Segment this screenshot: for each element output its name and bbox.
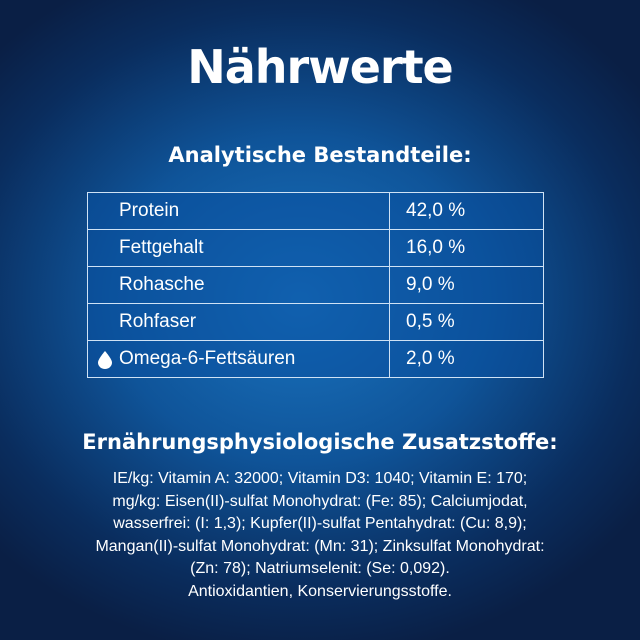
page-title: Nährwerte	[187, 40, 454, 94]
nutrient-name: Protein	[87, 192, 390, 230]
nutrient-value: 9,0 %	[389, 266, 544, 304]
nutrient-value: 2,0 %	[389, 340, 544, 378]
additives-line: IE/kg: Vitamin A: 32000; Vitamin D3: 104…	[112, 470, 528, 487]
water-drop-icon	[98, 351, 112, 369]
nutrient-value: 16,0 %	[389, 229, 544, 267]
analytic-heading: Analytische Bestandteile:	[168, 143, 472, 167]
table-row: Protein 42,0 %	[87, 192, 544, 230]
nutrient-table: Protein 42,0 % Fettgehalt 16,0 % Rohasche 9…	[87, 192, 544, 378]
nutrient-value: 0,5 %	[389, 303, 544, 341]
table-row: Fettgehalt 16,0 %	[87, 229, 544, 267]
nutrient-name: Fettgehalt	[87, 229, 390, 267]
additives-line: Mangan(II)-sulfat Monohydrat: (Mn: 31); …	[95, 537, 545, 555]
nutrient-name: Rohasche	[87, 266, 390, 304]
additives-heading: Ernährungsphysiologische Zusatzstoffe:	[82, 430, 558, 454]
table-row: Rohfaser 0,5 %	[87, 303, 544, 341]
nutrient-value: 42,0 %	[389, 192, 544, 230]
table-row: Omega-6-Fettsäuren 2,0 %	[87, 340, 544, 378]
nutrient-cell: Omega-6-Fettsäuren	[87, 340, 390, 378]
additives-line: (Zn: 78); Natriumselenit: (Se: 0,092).	[190, 560, 450, 577]
additives-line: wasserfrei: (I: 1,3); Kupfer(II)-sulfat …	[113, 515, 527, 532]
nutrient-name: Omega-6-Fettsäuren	[119, 348, 296, 369]
additives-text: IE/kg: Vitamin A: 32000; Vitamin D3: 104…	[0, 468, 640, 603]
additives-line: mg/kg: Eisen(II)-sulfat Monohydrat: (Fe:…	[112, 492, 528, 510]
nutrient-name: Rohfaser	[87, 303, 390, 341]
additives-line: Antioxidantien, Konservierungsstoffe.	[188, 582, 452, 600]
table-row: Rohasche 9,0 %	[87, 266, 544, 304]
